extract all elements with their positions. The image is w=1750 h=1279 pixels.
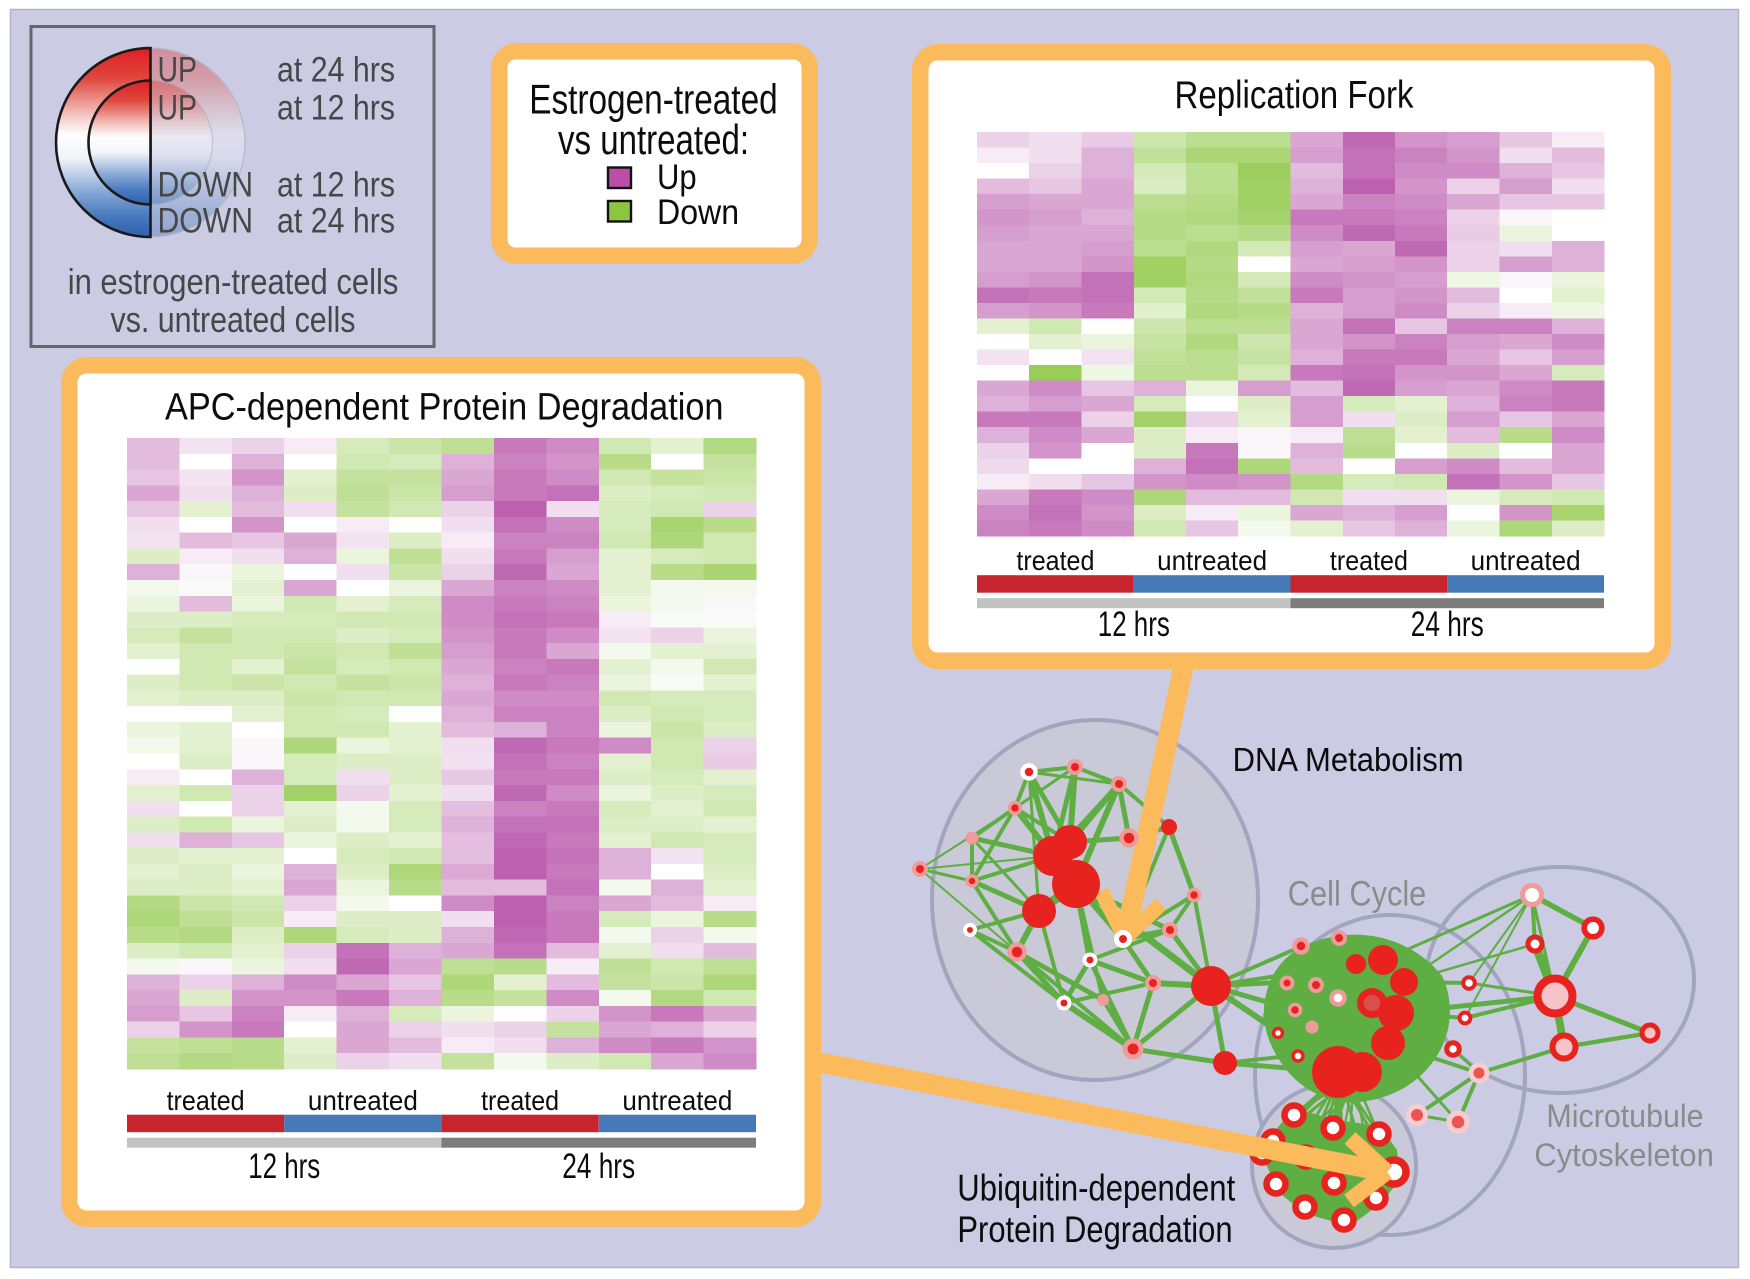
svg-text:12 hrs: 12 hrs [1098, 605, 1170, 644]
svg-text:treated: treated [481, 1085, 559, 1116]
svg-text:vs. untreated cells: vs. untreated cells [111, 299, 356, 340]
svg-text:untreated: untreated [1471, 545, 1581, 576]
svg-text:treated: treated [1330, 545, 1408, 576]
svg-text:DNA Metabolism: DNA Metabolism [1233, 742, 1464, 779]
svg-text:UP: UP [158, 51, 198, 90]
svg-text:24 hrs: 24 hrs [562, 1147, 635, 1186]
svg-text:DOWN: DOWN [158, 202, 254, 241]
svg-text:UP: UP [158, 89, 198, 128]
svg-text:APC-dependent Protein Degradat: APC-dependent Protein Degradation [165, 387, 724, 429]
svg-text:untreated: untreated [308, 1085, 418, 1116]
svg-text:Ubiquitin-dependent: Ubiquitin-dependent [957, 1168, 1235, 1209]
svg-text:Cell Cycle: Cell Cycle [1288, 875, 1427, 914]
svg-text:untreated: untreated [622, 1085, 732, 1116]
svg-text:vs untreated:: vs untreated: [558, 116, 749, 163]
svg-text:treated: treated [1016, 545, 1094, 576]
svg-text:Cytoskeleton: Cytoskeleton [1534, 1137, 1714, 1173]
svg-text:Protein Degradation: Protein Degradation [957, 1209, 1232, 1250]
svg-text:at 12 hrs: at 12 hrs [277, 166, 395, 205]
svg-text:at 24 hrs: at 24 hrs [277, 51, 395, 90]
svg-text:untreated: untreated [1157, 545, 1267, 576]
svg-text:treated: treated [167, 1085, 245, 1116]
svg-text:Microtubule: Microtubule [1546, 1098, 1703, 1134]
svg-text:in estrogen-treated cells: in estrogen-treated cells [68, 261, 399, 302]
svg-text:DOWN: DOWN [158, 166, 254, 205]
svg-text:at 24 hrs: at 24 hrs [277, 202, 395, 241]
svg-text:at 12 hrs: at 12 hrs [277, 89, 395, 128]
svg-text:12 hrs: 12 hrs [248, 1147, 320, 1186]
svg-text:Up: Up [657, 158, 697, 197]
svg-text:Down: Down [657, 193, 739, 232]
svg-text:Estrogen-treated: Estrogen-treated [529, 76, 778, 123]
svg-text:24 hrs: 24 hrs [1411, 605, 1484, 644]
svg-text:Replication Fork: Replication Fork [1175, 74, 1414, 117]
